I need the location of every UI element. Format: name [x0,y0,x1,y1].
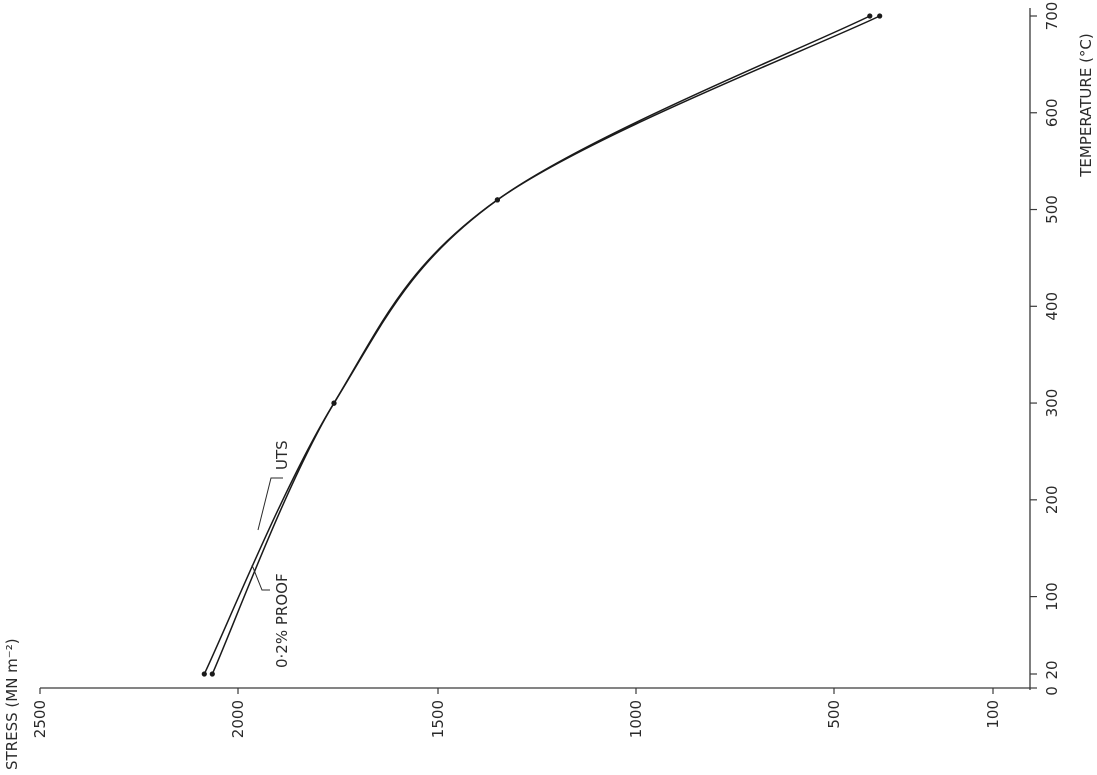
stress-tick-label: 2500 [31,700,49,738]
temperature-axis-title: TEMPERATURE (°C) [1077,33,1095,178]
stress-tick-label: 100 [984,700,1002,729]
stress-tick-label: 1000 [627,700,645,738]
uts-data-point [201,671,207,677]
proof-leader-line [251,564,270,591]
proof-data-point [494,197,500,203]
proof-data-point [877,13,883,19]
temperature-tick-label: 500 [1043,195,1061,224]
labels: TEMPERATURE (°C) STRESS (MN m⁻²) UTS 0·2… [3,33,1095,770]
axes [40,8,1031,690]
stress-tick-label: 1500 [429,700,447,738]
temperature-tick-label: 300 [1043,389,1061,418]
series [201,13,883,677]
proof-series-line [211,15,881,675]
uts-leader-line [257,477,283,531]
temperature-tick-label: 0 [1043,686,1061,696]
proof-data-point [331,400,337,406]
temperature-tick-label: 600 [1043,98,1061,127]
stress-axis-title: STRESS (MN m⁻²) [3,638,21,770]
temperature-tick-label: 20 [1043,660,1061,679]
temperature-tick-label: 700 [1043,2,1061,31]
uts-data-point [867,13,873,19]
temperature-tick-label: 100 [1043,582,1061,611]
stress-tick-label: 2000 [229,700,247,738]
temperature-tick-label: 400 [1043,292,1061,321]
temperature-ticks: 0 20 100 200 300 400 500 600 700 [1030,2,1061,696]
stress-ticks: 2500 2000 1500 1000 500 100 [31,688,1002,738]
temperature-tick-label: 200 [1043,486,1061,515]
stress-tick-label: 500 [825,700,843,729]
proof-series-label: 0·2% PROOF [273,573,291,668]
uts-series-line [203,15,871,675]
uts-series-label: UTS [273,440,291,470]
proof-data-point [209,671,215,677]
